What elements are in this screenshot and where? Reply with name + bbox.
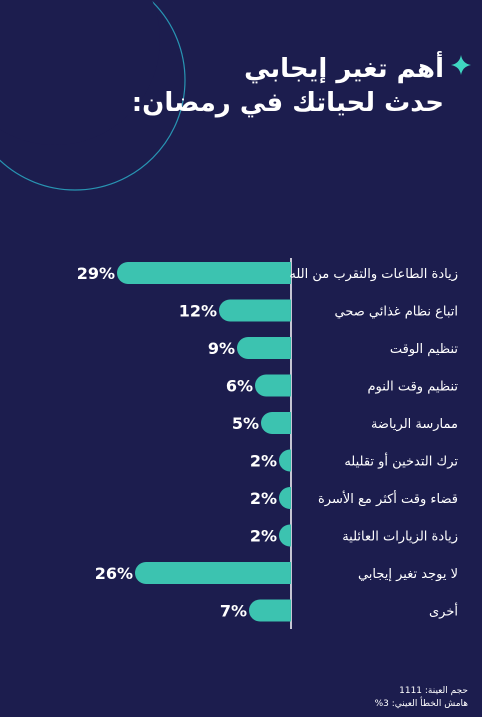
bar-1 [219, 299, 291, 322]
chart-title: أهم تغير إيجابي حدث لحياتك في رمضان: [132, 52, 444, 120]
value-label-7: 2% [250, 527, 277, 546]
value-label-6: 2% [250, 489, 277, 508]
category-label-7: زيادة الزيارات العائلية [342, 530, 458, 545]
bar-9 [249, 599, 291, 622]
title-line-1: أهم تغير إيجابي [244, 54, 444, 84]
bar-4 [261, 412, 291, 434]
category-label-6: قضاء وقت أكثر مع الأسرة [318, 490, 458, 507]
category-label-3: تنظيم وقت النوم [367, 380, 458, 395]
category-label-1: اتباع نظام غذائي صحي [334, 305, 458, 320]
bar-0 [117, 262, 291, 284]
category-label-5: ترك التدخين أو تقليله [344, 453, 458, 470]
bar-3 [255, 374, 291, 397]
value-label-0: 29% [77, 264, 115, 283]
bar-5 [279, 449, 291, 472]
value-label-8: 26% [95, 564, 133, 583]
bar-6 [279, 487, 291, 509]
value-label-5: 2% [250, 452, 277, 471]
value-label-1: 12% [179, 302, 217, 321]
category-label-2: تنظيم الوقت [390, 342, 459, 357]
bar-8 [135, 562, 291, 584]
category-label-0: زيادة الطاعات والتقرب من الله [289, 267, 458, 282]
bar-7 [279, 524, 291, 547]
title-line-2: حدث لحياتك في رمضان: [131, 88, 444, 118]
category-label-8: لا يوجد تغير إيجابي [358, 567, 458, 582]
footer: حجم العينة: 1111 هامش الخطأ العيني: 3% [375, 685, 468, 711]
sparkle-icon [451, 55, 471, 75]
category-label-4: ممارسة الرياضة [371, 417, 458, 432]
margin-of-error: هامش الخطأ العيني: 3% [374, 699, 468, 709]
category-label-9: أخرى [429, 603, 458, 620]
value-label-9: 7% [220, 602, 247, 621]
value-label-3: 6% [226, 377, 253, 396]
bar-2 [237, 337, 291, 359]
value-label-4: 5% [232, 414, 259, 433]
sample-size: حجم العينة: 1111 [399, 686, 468, 696]
value-label-2: 9% [208, 339, 235, 358]
